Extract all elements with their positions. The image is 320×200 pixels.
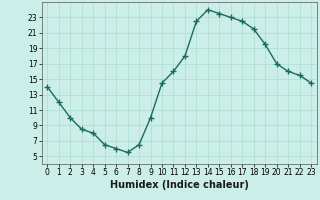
- X-axis label: Humidex (Indice chaleur): Humidex (Indice chaleur): [110, 180, 249, 190]
